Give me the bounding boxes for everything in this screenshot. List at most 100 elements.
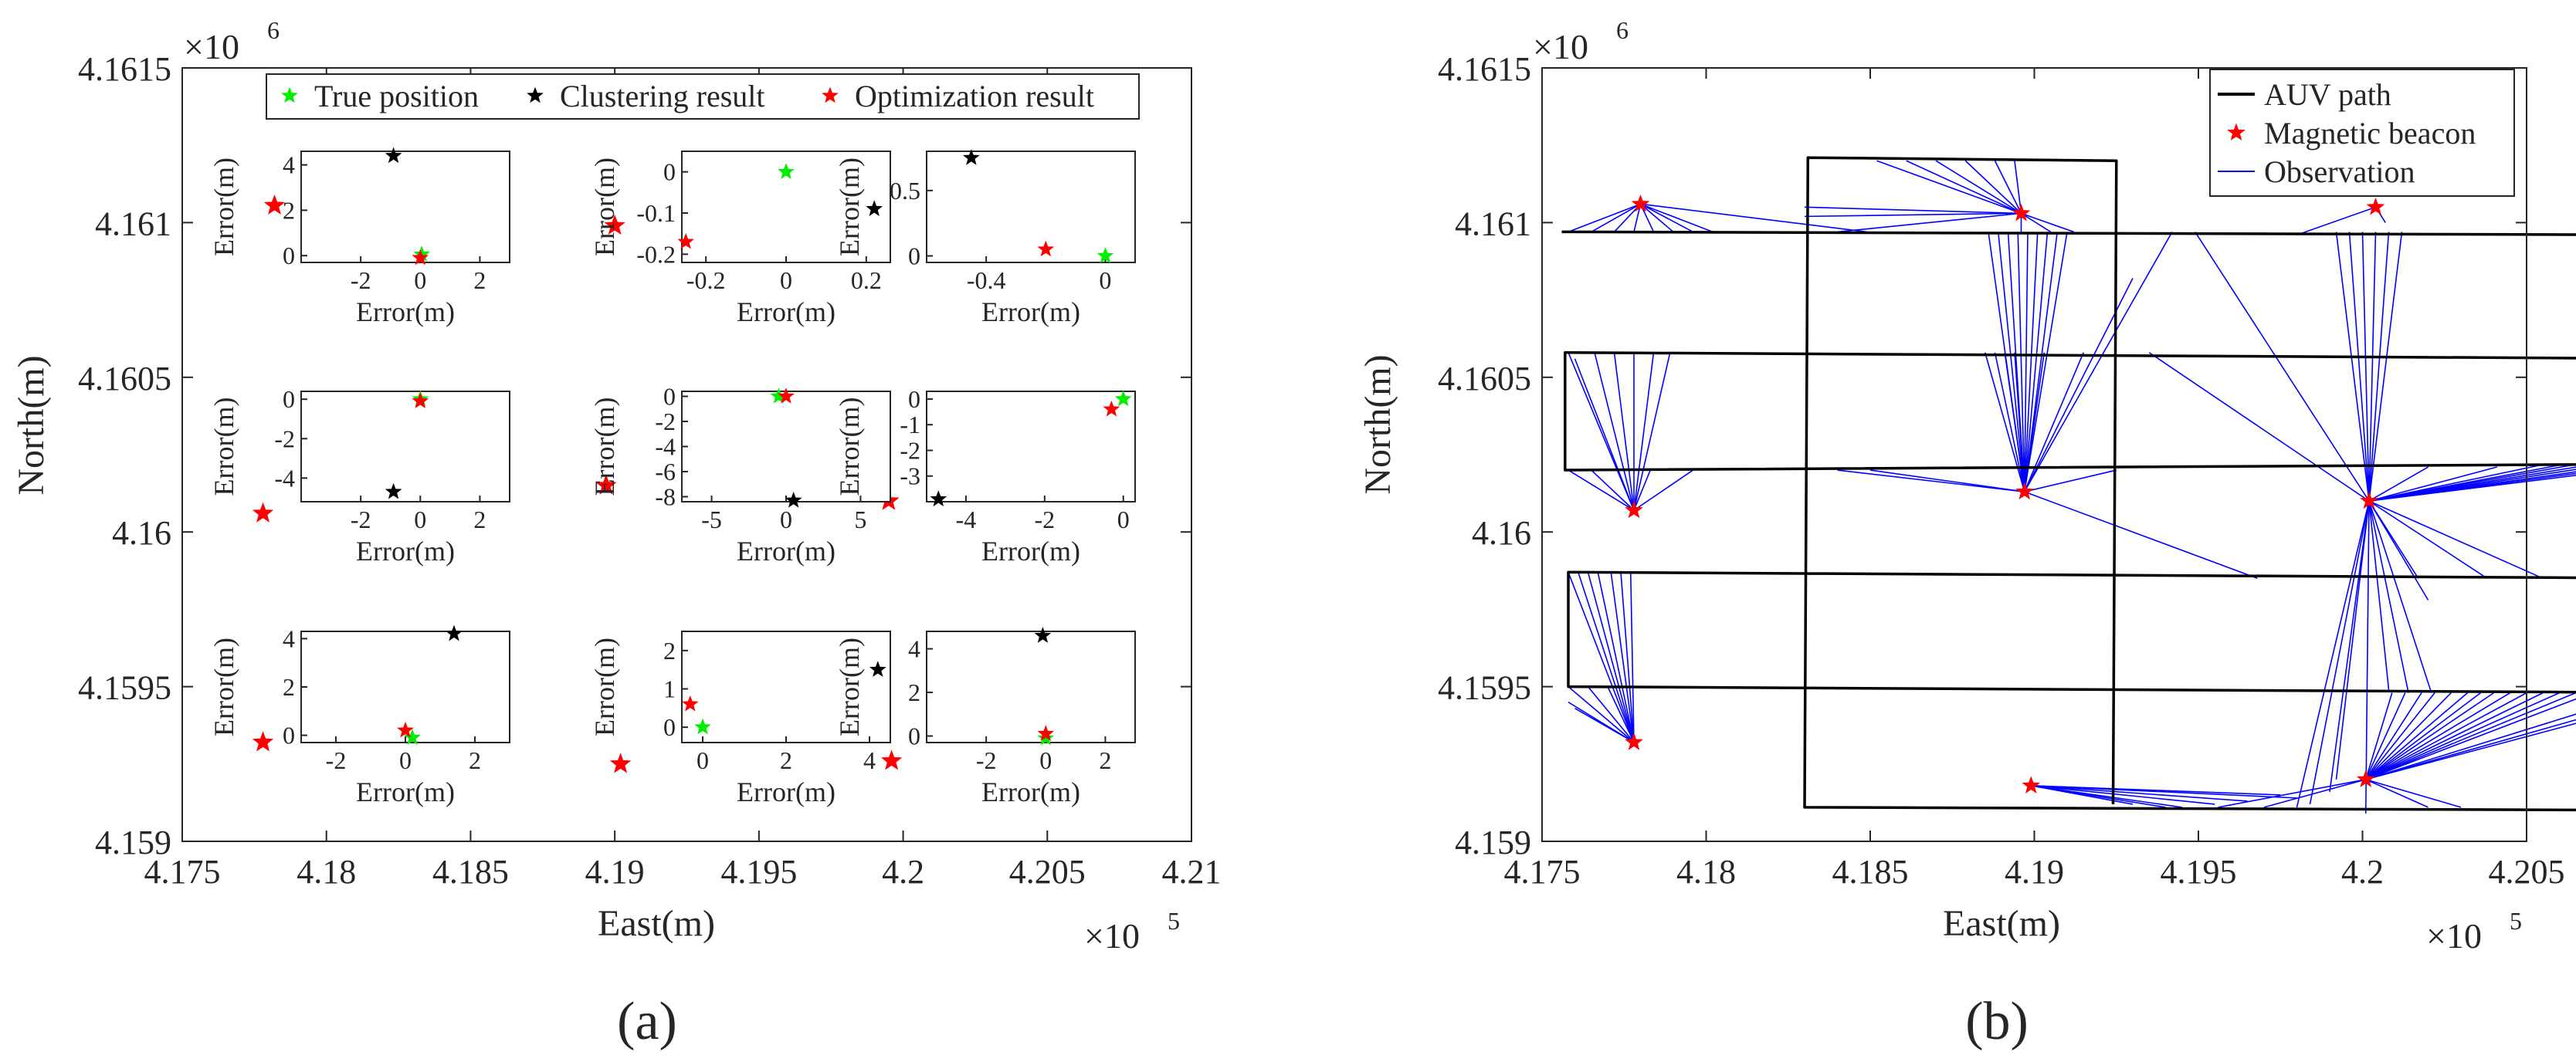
x-tick-label: 4.18 xyxy=(297,853,356,891)
x-tick-label: 4.185 xyxy=(432,853,509,891)
inset-x-tick-label: 0 xyxy=(1117,506,1130,533)
clustering-result-star xyxy=(1034,627,1052,643)
panel-b-auv-path xyxy=(1561,156,2576,812)
y-tick-label: 4.1595 xyxy=(1438,669,1531,707)
observation-line xyxy=(2024,232,2173,492)
inset-x-tick-label: -5 xyxy=(701,506,722,533)
observation-line xyxy=(1994,160,2022,214)
inset-y-tick-label: 4 xyxy=(908,635,920,663)
x-tick-label: 4.2 xyxy=(882,853,924,891)
x-tick-label: 4.195 xyxy=(720,853,797,891)
inset-x-label: Error(m) xyxy=(737,536,836,567)
inset-y-tick-label: 0.5 xyxy=(890,177,920,205)
inset-y-tick-label: 2 xyxy=(283,196,295,224)
inset-x-tick-label: 0 xyxy=(780,266,792,294)
observation-line xyxy=(2017,232,2025,492)
observation-line xyxy=(2368,232,2390,502)
inset-x-tick-label: 0 xyxy=(414,266,426,294)
beacon-star xyxy=(604,214,625,235)
inset-x-tick-label: 0 xyxy=(414,506,426,533)
inset-y-tick-label: -6 xyxy=(655,458,676,486)
legend-label: Clustering result xyxy=(560,79,765,113)
observation-line xyxy=(1613,352,1635,511)
y-tick-label: 4.16 xyxy=(1472,514,1531,552)
true-position-star xyxy=(1096,247,1114,263)
observation-line xyxy=(2365,692,2511,780)
inset-plot: -2 0 2 0 2 4 Error(m) Error(m) xyxy=(834,627,1136,807)
inset-x-tick-label: 0.2 xyxy=(851,266,882,294)
legend-label: Magnetic beacon xyxy=(2264,116,2476,151)
inset-x-label: Error(m) xyxy=(981,776,1080,807)
legend-marker xyxy=(281,86,298,103)
observation-line xyxy=(2365,692,2494,780)
x-tick-label: 4.185 xyxy=(1832,853,1909,891)
inset-plot: -2 0 2 0 2 4 Error(m) Error(m) xyxy=(208,624,510,807)
legend-marker xyxy=(2227,123,2246,141)
panel-b-beacons xyxy=(1625,194,2385,793)
x-axis-label: East(m) xyxy=(598,903,715,944)
optimization-result-star xyxy=(1037,725,1055,741)
observation-line xyxy=(2368,466,2429,502)
observation-line xyxy=(2021,212,2074,233)
observation-line xyxy=(1587,686,1635,743)
inset-x-tick-label: 4 xyxy=(863,746,876,774)
inset-x-label: Error(m) xyxy=(737,296,836,327)
observation-line xyxy=(2365,692,2576,780)
axes-frame xyxy=(181,67,1192,842)
observation-line xyxy=(2148,352,2370,502)
inset-frame xyxy=(926,631,1136,743)
inset-y-tick-label: -0.1 xyxy=(636,199,676,227)
observation-line xyxy=(1574,707,1635,743)
inset-x-tick-label: 5 xyxy=(854,506,866,533)
inset-x-label: Error(m) xyxy=(356,296,455,327)
inset-y-label: Error(m) xyxy=(208,157,239,256)
observation-line xyxy=(1591,469,1635,511)
observation-line xyxy=(1984,352,2025,492)
observation-line xyxy=(2365,779,2462,808)
inset-y-tick-label: -2 xyxy=(274,425,295,452)
observation-line xyxy=(2309,500,2370,805)
beacon-star xyxy=(252,502,274,523)
observation-line xyxy=(1568,469,1635,511)
panel-b-label: (b) xyxy=(1965,992,2029,1051)
observation-line xyxy=(2368,500,2409,693)
observation-line xyxy=(2365,692,2406,780)
y-tick-label: 4.161 xyxy=(1455,205,1531,242)
observation-line xyxy=(1964,160,2022,214)
inset-x-label: Error(m) xyxy=(737,776,836,807)
inset-x-tick-label: 2 xyxy=(473,506,486,533)
true-position-star xyxy=(404,729,421,745)
inset-y-label: Error(m) xyxy=(208,398,239,496)
observation-line xyxy=(2296,500,2370,808)
observation-line xyxy=(2031,785,2134,805)
y-tick-label: 4.16 xyxy=(112,514,171,552)
observation-line xyxy=(1906,160,2022,215)
magnetic-beacon-star xyxy=(1625,500,1643,519)
inset-plot: -2 0 2 0 2 4 Error(m) Error(m) xyxy=(208,147,510,327)
optimization-result-star xyxy=(677,232,695,249)
inset-y-tick-label: 0 xyxy=(283,722,295,749)
inset-y-tick-label: -2 xyxy=(655,408,676,435)
observation-line xyxy=(1837,212,2022,233)
inset-x-label: Error(m) xyxy=(356,536,455,567)
panel-a-legend: True position Clustering result Optimizati… xyxy=(266,73,1140,120)
optimization-result-star xyxy=(1037,240,1055,257)
observation-line xyxy=(2365,692,2435,780)
inset-y-tick-label: 0 xyxy=(283,385,295,413)
observation-line xyxy=(2368,232,2403,502)
observation-line xyxy=(2365,692,2422,780)
observation-line xyxy=(2023,232,2039,492)
inset-x-tick-label: -0.2 xyxy=(686,266,726,294)
legend-label: Optimization result xyxy=(855,79,1094,113)
observation-line xyxy=(2368,500,2429,601)
legend-marker xyxy=(822,86,839,103)
inset-x-tick-label: 0 xyxy=(399,746,412,774)
inset-y-tick-label: 0 xyxy=(663,158,676,186)
x-tick-label: 4.175 xyxy=(1504,853,1581,891)
inset-x-tick-label: -2 xyxy=(351,266,371,294)
clustering-result-star xyxy=(446,624,463,641)
